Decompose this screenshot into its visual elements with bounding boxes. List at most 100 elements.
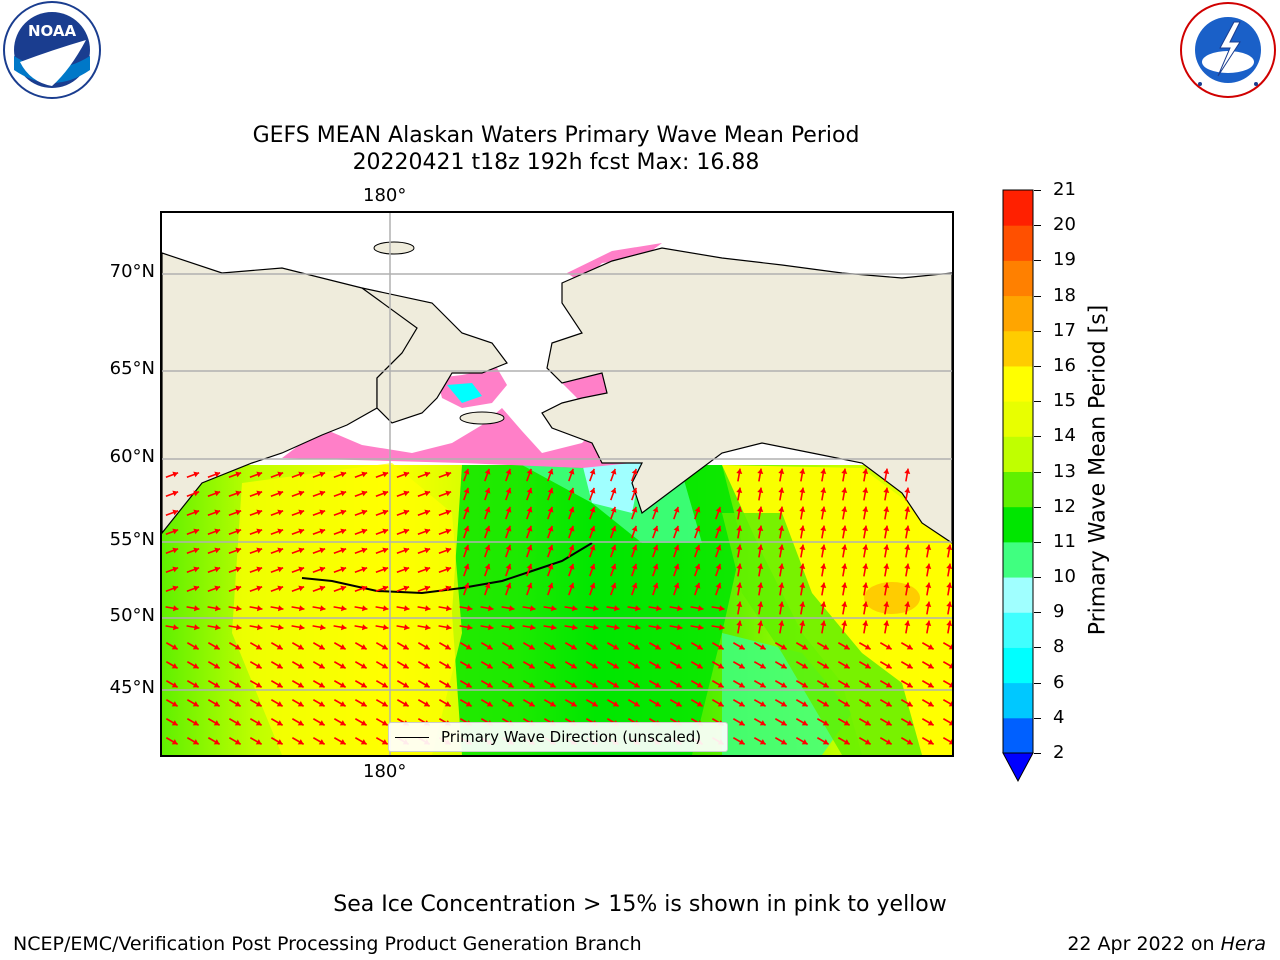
wave-arrow-head bbox=[927, 720, 934, 726]
wave-arrow-head bbox=[172, 624, 179, 631]
wave-arrow-head bbox=[528, 663, 535, 669]
wave-arrow-head bbox=[171, 720, 178, 726]
wave-arrow-head bbox=[549, 682, 556, 688]
wave-arrow-head bbox=[298, 471, 305, 478]
wave-arrow-head bbox=[717, 701, 724, 707]
wave-arrow-head bbox=[820, 601, 827, 608]
wave-arrow-head bbox=[591, 701, 598, 707]
colorbar-tick bbox=[1034, 577, 1041, 579]
wave-arrow-head bbox=[319, 471, 326, 478]
colorbar-under-extension bbox=[1002, 752, 1034, 783]
wave-arrow-head bbox=[925, 582, 932, 589]
wave-arrow-head bbox=[820, 487, 827, 494]
wave-arrow-head bbox=[696, 701, 703, 707]
wave-arrow-head bbox=[885, 682, 892, 688]
colorbar-tick-label: 15 bbox=[1053, 390, 1076, 412]
colorbar-tick bbox=[1034, 401, 1041, 403]
lat-label-50n: 50°N bbox=[109, 605, 155, 626]
wave-arrow-head bbox=[526, 544, 533, 551]
wave-arrow-head bbox=[610, 582, 617, 589]
wave-arrow-head bbox=[652, 563, 659, 570]
land-island-wrangel bbox=[373, 241, 415, 255]
wave-arrow-head bbox=[568, 544, 575, 551]
wave-arrow-head bbox=[676, 624, 683, 631]
colorbar-tick bbox=[1034, 717, 1041, 719]
wave-arrow-head bbox=[612, 644, 619, 650]
wave-arrow-head bbox=[234, 663, 241, 669]
wave-arrow-head bbox=[799, 544, 806, 551]
wave-arrow-head bbox=[277, 471, 284, 478]
wave-arrow-head bbox=[612, 663, 619, 669]
wave-arrow-head bbox=[778, 487, 785, 494]
wave-arrow-head bbox=[193, 471, 200, 478]
wave-arrow-head bbox=[256, 528, 263, 535]
wave-arrow-head bbox=[634, 624, 641, 631]
wave-arrow-head bbox=[948, 701, 952, 707]
wave-arrow-head bbox=[612, 682, 619, 688]
wave-arrow-head bbox=[759, 663, 766, 669]
wave-arrow-head bbox=[213, 739, 220, 745]
wave-arrow-head bbox=[445, 605, 452, 612]
wave-arrow-head bbox=[466, 605, 473, 612]
wave-arrow-head bbox=[801, 682, 808, 688]
wave-arrow-head bbox=[172, 547, 179, 554]
colorbar-tick-label: 16 bbox=[1053, 354, 1076, 376]
wave-arrow-head bbox=[486, 663, 493, 669]
wave-arrow-head bbox=[444, 663, 451, 669]
wave-arrow-head bbox=[547, 525, 554, 532]
wave-arrow-head bbox=[340, 509, 347, 516]
wave-arrow-head bbox=[631, 487, 638, 494]
wave-arrow-head bbox=[193, 585, 200, 592]
wave-arrow-head bbox=[904, 506, 911, 513]
colorbar-tick bbox=[1034, 612, 1041, 614]
wave-arrow-head bbox=[904, 487, 911, 494]
wave-arrow-head bbox=[591, 663, 598, 669]
wave-arrow-head bbox=[715, 563, 722, 570]
wave-arrow-head bbox=[528, 644, 535, 650]
wave-arrow-head bbox=[927, 663, 934, 669]
wave-arrow-head bbox=[403, 585, 410, 592]
wave-arrow-head bbox=[801, 701, 808, 707]
wave-arrow-head bbox=[487, 624, 494, 631]
wave-arrow-head bbox=[213, 682, 220, 688]
colorbar-graphic bbox=[1002, 189, 1034, 783]
wave-arrow-head bbox=[256, 624, 263, 631]
wave-arrow-head bbox=[801, 663, 808, 669]
colorbar-segment bbox=[1003, 612, 1033, 648]
wave-arrow-head bbox=[171, 663, 178, 669]
wave-arrow-head bbox=[799, 563, 806, 570]
wave-arrow-head bbox=[213, 663, 220, 669]
colorbar-title: Primary Wave Mean Period [s] bbox=[1085, 304, 1111, 636]
colorbar-segment bbox=[1003, 471, 1033, 508]
wave-arrow-head bbox=[193, 509, 200, 516]
wave-arrow-head bbox=[904, 563, 911, 570]
wave-arrow-head bbox=[361, 471, 368, 478]
wave-arrow-head bbox=[382, 566, 389, 573]
colorbar-tick-label: 19 bbox=[1053, 249, 1076, 271]
wave-arrow-head bbox=[673, 582, 680, 589]
wave-arrow-head bbox=[339, 644, 346, 650]
wave-arrow-head bbox=[736, 620, 743, 627]
wave-arrow-head bbox=[757, 487, 764, 494]
wave-arrow-head bbox=[256, 490, 263, 497]
wave-arrow-head bbox=[319, 585, 326, 592]
wave-arrow-head bbox=[361, 547, 368, 554]
wave-arrow-head bbox=[445, 585, 452, 592]
wave-arrow-head bbox=[276, 644, 283, 650]
wave-arrow-head bbox=[780, 644, 787, 650]
colorbar-tick bbox=[1034, 471, 1041, 473]
wave-arrow-head bbox=[778, 582, 785, 589]
colorbar-tick bbox=[1034, 541, 1041, 543]
wave-arrow-head bbox=[193, 547, 200, 554]
wave-arrow-head bbox=[757, 506, 764, 513]
wave-arrow-head bbox=[589, 544, 596, 551]
wave-arrow-head bbox=[904, 601, 911, 608]
wave-arrow-head bbox=[843, 644, 850, 650]
wave-arrow-head bbox=[487, 605, 494, 612]
wave-arrow-head bbox=[235, 585, 242, 592]
wave-arrow-head bbox=[799, 468, 806, 475]
land-chukotka bbox=[361, 287, 508, 424]
wave-arrow-head bbox=[759, 644, 766, 650]
wave-arrow-head bbox=[297, 720, 304, 726]
wave-arrow-head bbox=[255, 701, 262, 707]
